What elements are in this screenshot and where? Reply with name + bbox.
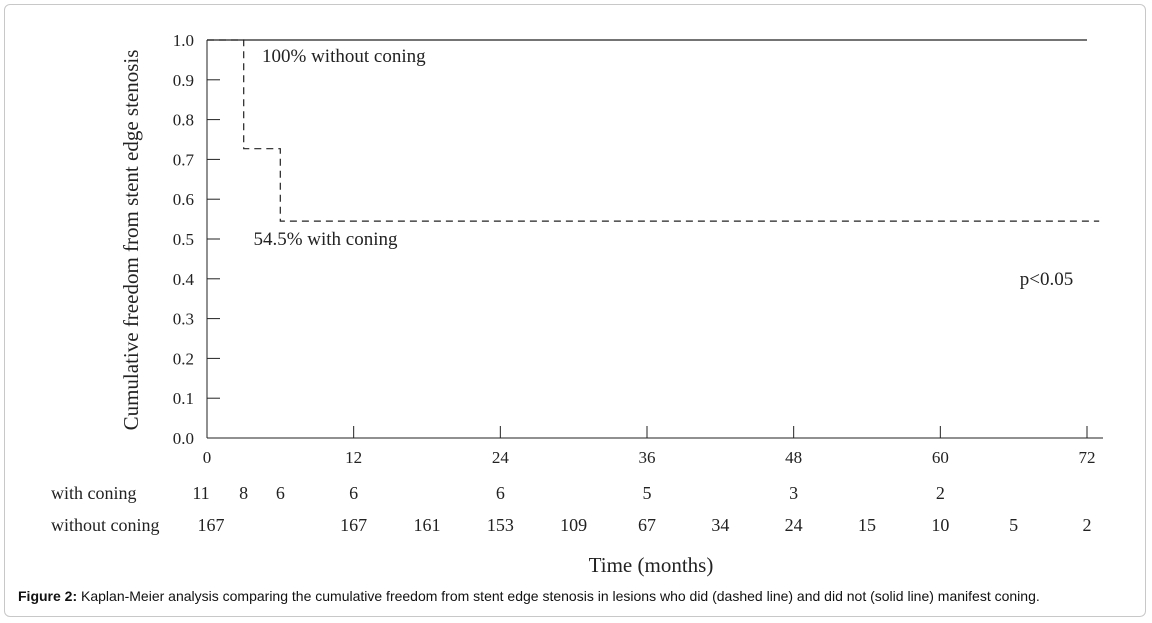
risk-count: 5: [643, 483, 652, 503]
chart-annotation: 100% without coning: [262, 46, 426, 67]
x-tick-label: 12: [345, 448, 362, 467]
y-tick-label: 0.8: [173, 111, 194, 130]
chart-annotation: p<0.05: [1020, 269, 1073, 290]
risk-count: 6: [276, 483, 285, 503]
x-tick-label: 0: [203, 448, 212, 467]
x-tick-label: 48: [785, 448, 802, 467]
risk-count: 15: [858, 515, 876, 535]
y-tick-label: 0.3: [173, 310, 194, 329]
risk-count: 153: [487, 515, 514, 535]
y-tick-label: 0.2: [173, 349, 194, 368]
y-axis-label: Cumulative freedom from stent edge steno…: [119, 50, 143, 431]
y-tick-label: 0.9: [173, 71, 194, 90]
figure-frame: [4, 4, 1146, 617]
x-tick-label: 60: [932, 448, 949, 467]
chart-annotations: 100% without coning 54.5% with coning p<0.…: [253, 46, 1073, 290]
y-tick-label: 0.5: [173, 230, 194, 249]
risk-count: 167: [340, 515, 367, 535]
risk-row-label: without coning: [51, 515, 160, 535]
risk-count: 3: [789, 483, 798, 503]
risk-count: 5: [1009, 515, 1018, 535]
risk-count: 34: [711, 515, 729, 535]
risk-count: 109: [560, 515, 587, 535]
caption-text: Kaplan-Meier analysis comparing the cumu…: [81, 588, 1040, 604]
caption-label: Figure 2:: [18, 588, 78, 604]
risk-count: 24: [785, 515, 803, 535]
y-tick-label: 0.6: [173, 190, 194, 209]
risk-count: 161: [414, 515, 441, 535]
risk-count: 6: [349, 483, 358, 503]
risk-count: 8: [239, 483, 248, 503]
y-tick-label: 0.1: [173, 389, 194, 408]
figure-caption: Figure 2: Kaplan-Meier analysis comparin…: [18, 588, 1138, 604]
chart-ticks: 0.0 0.1 0.2 0.3 0.4 0.5 0.6 0.7 0.8 0.9 1.0 0 12 24 36…: [173, 31, 1096, 467]
dashed-survival-line: [207, 39, 1100, 222]
x-tick-label: 24: [492, 448, 510, 467]
x-tick-label: 36: [639, 448, 656, 467]
risk-table: with coning 11 8 6 6 6 5 3 2 without coning 167 167…: [51, 483, 1092, 535]
chart-annotation: 54.5% with coning: [253, 229, 398, 250]
x-tick-label: 72: [1079, 448, 1096, 467]
chart-series: [207, 39, 1100, 222]
risk-count: 10: [931, 515, 949, 535]
y-tick-label: 0.7: [173, 150, 195, 169]
risk-count: 6: [496, 483, 505, 503]
y-tick-label: 0.0: [173, 429, 194, 448]
x-axis-label: Time (months): [589, 553, 714, 577]
risk-count: 167: [198, 515, 225, 535]
risk-count: 67: [638, 515, 656, 535]
y-tick-label: 0.4: [173, 270, 195, 289]
y-tick-label: 1.0: [173, 31, 194, 50]
risk-count: 11: [192, 483, 209, 503]
risk-row-label: with coning: [51, 483, 137, 503]
risk-count: 2: [936, 483, 945, 503]
risk-count: 2: [1083, 515, 1092, 535]
